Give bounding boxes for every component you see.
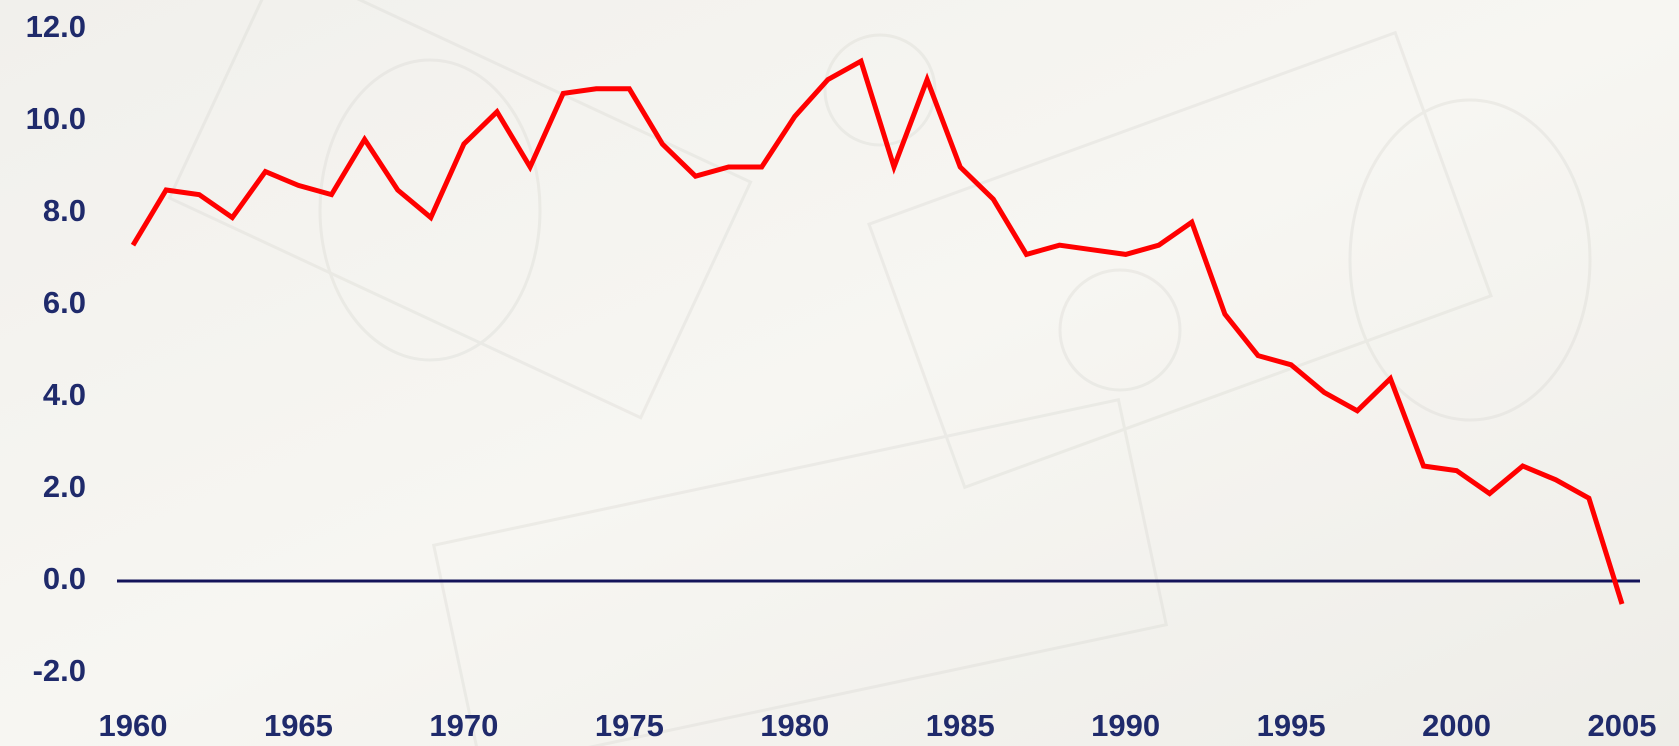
y-tick-label: 10.0: [26, 101, 86, 136]
y-tick-label: 8.0: [43, 193, 86, 228]
x-tick-label: 1965: [264, 708, 333, 743]
y-tick-label: 2.0: [43, 469, 86, 504]
page: 12.0 10.0 8.0 6.0 4.0 2.0 0.0 -2.0 1960 1965 1970 1…: [0, 0, 1679, 746]
x-tick-label: 1970: [429, 708, 498, 743]
y-tick-label: 6.0: [43, 285, 86, 320]
chart: 12.0 10.0 8.0 6.0 4.0 2.0 0.0 -2.0 1960 1965 1970 1…: [0, 0, 1679, 746]
x-tick-label: 1960: [99, 708, 168, 743]
y-tick-label: 0.0: [43, 561, 86, 596]
x-tick-label: 2005: [1588, 708, 1657, 743]
x-tick-label: 1995: [1257, 708, 1326, 743]
x-tick-label: 1985: [926, 708, 995, 743]
y-tick-label: 12.0: [26, 9, 86, 44]
x-tick-label: 1980: [760, 708, 829, 743]
x-tick-label: 2000: [1422, 708, 1491, 743]
y-tick-label: -2.0: [33, 653, 86, 688]
x-tick-label: 1975: [595, 708, 664, 743]
y-tick-label: 4.0: [43, 377, 86, 412]
x-tick-label: 1990: [1091, 708, 1160, 743]
